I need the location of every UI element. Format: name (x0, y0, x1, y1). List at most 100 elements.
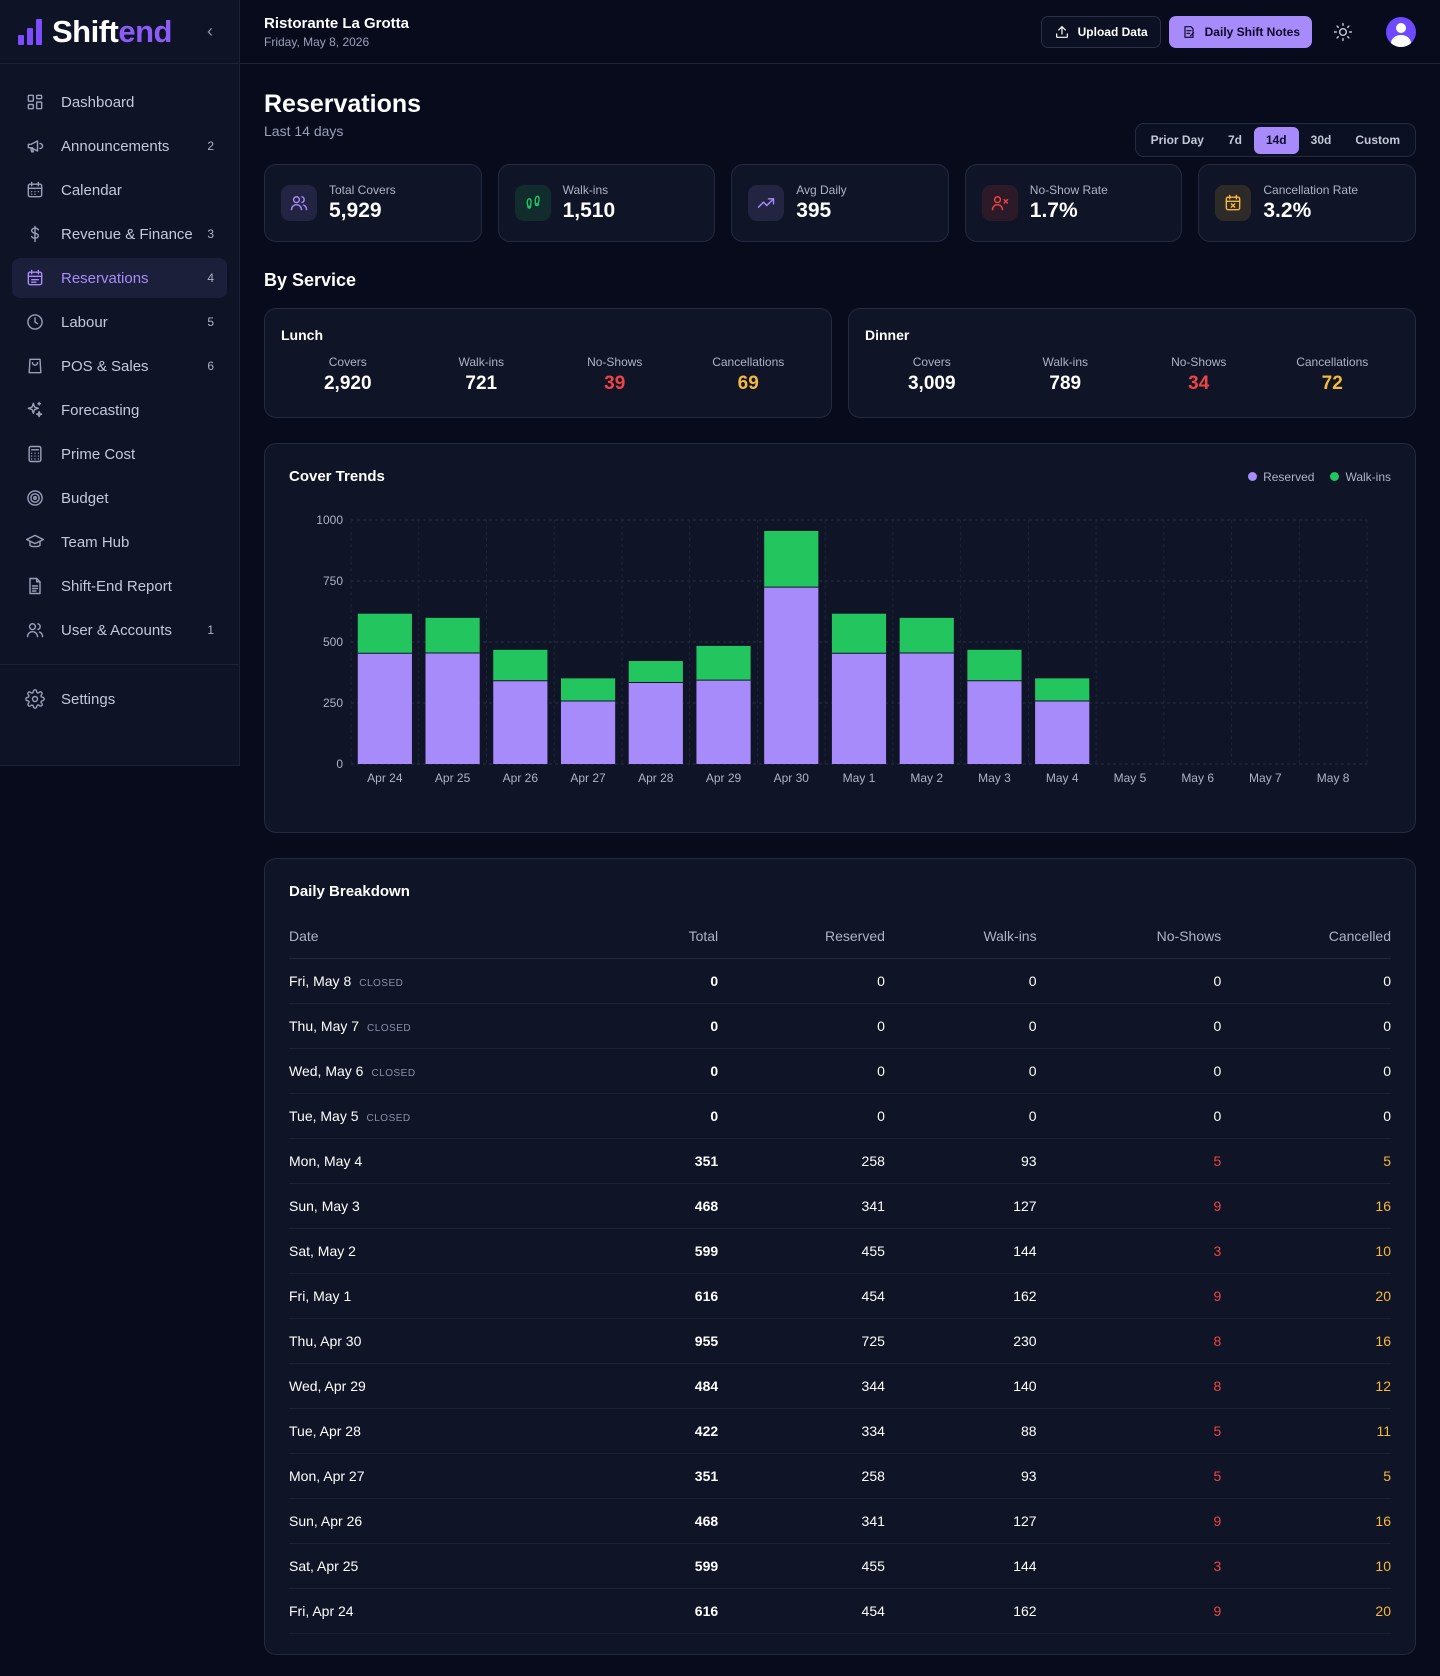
sidebar-item-label: Budget (61, 489, 109, 507)
target-icon (27, 490, 43, 506)
table-row: Tue, Apr 28 422 334 88 5 11 (289, 1408, 1391, 1454)
bar-reserved (425, 652, 480, 764)
upload-data-button[interactable]: Upload Data (1040, 15, 1161, 48)
sparkles-icon (27, 401, 43, 418)
service-cards: Lunch Covers 2,920 Walk-ins 721 No-Shows 39 Can… (264, 308, 1416, 418)
range-tab-7d[interactable]: 7d (1227, 133, 1242, 147)
service-card-lunch: Lunch Covers 2,920 Walk-ins 721 No-Shows 39 Can… (264, 308, 832, 418)
stat-label: Covers (912, 355, 951, 369)
range-tab-30d[interactable]: 30d (1310, 133, 1332, 147)
cell-walkins: 162 (884, 1273, 1037, 1319)
theme-toggle-button[interactable] (1326, 15, 1360, 49)
users-icon (25, 620, 45, 640)
cell-walkins: 127 (884, 1498, 1037, 1544)
range-tab-prior-day[interactable]: Prior Day (1150, 133, 1204, 147)
sidebar-item-labour[interactable]: Labour 5 (12, 302, 227, 342)
cell-cancelled: 20 (1221, 1273, 1391, 1319)
date-range-tabs: Prior Day 7d 14d 30d Custom (1134, 123, 1416, 157)
sidebar-item-calendar[interactable]: Calendar (12, 170, 227, 210)
upload-data-label: Upload Data (1077, 24, 1148, 39)
service-card-dinner: Dinner Covers 3,009 Walk-ins 789 No-Shows 34 Ca… (848, 308, 1416, 418)
sun-icon (1333, 22, 1353, 41)
bar-walk-ins (831, 613, 887, 654)
cell-date: Sun, May 3 (289, 1183, 589, 1229)
stat-label: Walk-ins (1042, 355, 1089, 369)
closed-badge: CLOSED (367, 1022, 412, 1034)
row-date: Tue, Apr 28 (289, 1422, 361, 1439)
cell-noshows: 9 (1036, 1273, 1222, 1319)
cell-noshows: 0 (1036, 1003, 1222, 1049)
bar-reserved (628, 682, 683, 764)
cell-reserved: 334 (718, 1408, 885, 1454)
by-service-title: By Service (264, 270, 357, 290)
sidebar-item-dashboard[interactable]: Dashboard (12, 82, 227, 122)
row-date: Wed, May 6 (289, 1062, 364, 1079)
sidebar-item-user-and-accounts[interactable]: User & Accounts 1 (12, 610, 227, 650)
range-tab-14d[interactable]: 14d (1253, 126, 1299, 154)
cell-reserved: 341 (718, 1498, 885, 1544)
sidebar-item-team-hub[interactable]: Team Hub (12, 522, 227, 562)
cell-walkins: 162 (884, 1588, 1037, 1634)
row-date: Thu, May 7 (289, 1017, 360, 1034)
daily-shift-notes-button[interactable]: Daily Shift Notes (1168, 15, 1312, 48)
clock-icon (27, 314, 43, 330)
sidebar-item-pos-and-sales[interactable]: POS & Sales 6 (12, 346, 227, 386)
cell-date: Sat, Apr 25 (289, 1543, 589, 1589)
sidebar-item-label: Settings (61, 690, 116, 708)
kpi-label: Cancellation Rate (1263, 183, 1359, 197)
table-row: Thu, Apr 30 955 725 230 8 16 (289, 1318, 1391, 1364)
x-tick-label: Apr 28 (638, 771, 674, 785)
cell-total: 468 (588, 1498, 719, 1544)
sidebar-item-settings[interactable]: Settings (12, 679, 227, 719)
user-avatar[interactable] (1386, 16, 1416, 47)
bar-reserved (696, 680, 751, 764)
notepad-icon (1184, 25, 1194, 38)
bar-reserved (1035, 701, 1090, 764)
col-reserved: Reserved (718, 914, 885, 959)
sidebar-item-label: Labour (61, 313, 108, 331)
sidebar-item-label: Shift-End Report (61, 577, 172, 595)
cell-noshows: 9 (1036, 1588, 1222, 1634)
cell-date: Thu, Apr 30 (289, 1318, 589, 1364)
table-row: Tue, May 5 CLOSED 0 0 0 0 0 (289, 1093, 1391, 1139)
table-row: Fri, Apr 24 616 454 162 9 20 (289, 1588, 1391, 1634)
cell-cancelled: 0 (1221, 1003, 1391, 1049)
cell-cancelled: 16 (1221, 1183, 1391, 1229)
cell-cancelled: 0 (1221, 1048, 1391, 1094)
cell-total: 955 (588, 1318, 719, 1364)
upload-icon (1055, 25, 1068, 38)
sidebar-item-label: Team Hub (61, 533, 130, 551)
bar-walk-ins (493, 649, 548, 681)
sidebar-item-badge: 3 (207, 227, 214, 241)
sidebar-item-revenue-and-finance[interactable]: Revenue & Finance 3 (12, 214, 227, 254)
sidebar-item-reservations[interactable]: Reservations 4 (12, 258, 227, 298)
closed-badge: CLOSED (366, 1112, 411, 1124)
sidebar-item-shift-end-report[interactable]: Shift-End Report (12, 566, 227, 606)
range-tab-custom[interactable]: Custom (1355, 133, 1400, 147)
cell-reserved: 455 (718, 1543, 885, 1589)
sidebar-item-announcements[interactable]: Announcements 2 (12, 126, 227, 166)
table-header-row: Date Total Reserved Walk-ins No-Shows Ca… (289, 914, 1391, 959)
cover-trends-chart: 0 250 500 750 1000 Apr 24 Apr 25 Apr 26 Apr 27 Ap… (316, 513, 1368, 785)
cell-total: 599 (588, 1543, 719, 1589)
table-row: Fri, May 1 616 454 162 9 20 (289, 1273, 1391, 1319)
cell-total: 0 (588, 1048, 719, 1094)
stat-value: 2,920 (323, 373, 372, 394)
sidebar-item-prime-cost[interactable]: Prime Cost (12, 434, 227, 474)
cell-cancelled: 5 (1221, 1453, 1391, 1499)
sidebar-item-budget[interactable]: Budget (12, 478, 227, 518)
legend-dot-walkins (1330, 472, 1340, 481)
kpi-walk-ins: Walk-ins 1,510 (497, 164, 716, 242)
row-date: Wed, Apr 29 (289, 1377, 366, 1394)
sidebar-divider (0, 664, 239, 665)
x-tick-label: May 4 (1046, 771, 1079, 785)
service-stat-noshows: No-Shows 34 (1132, 355, 1266, 395)
x-tick-label: May 7 (1249, 771, 1282, 785)
cell-cancelled: 11 (1221, 1408, 1391, 1454)
cell-noshows: 5 (1036, 1138, 1222, 1184)
col-cancelled: Cancelled (1221, 914, 1391, 959)
collapse-sidebar-button[interactable]: ‹ (207, 21, 213, 41)
cell-walkins: 0 (884, 1003, 1037, 1049)
bar-reserved (967, 680, 1022, 764)
sidebar-item-forecasting[interactable]: Forecasting (12, 390, 227, 430)
